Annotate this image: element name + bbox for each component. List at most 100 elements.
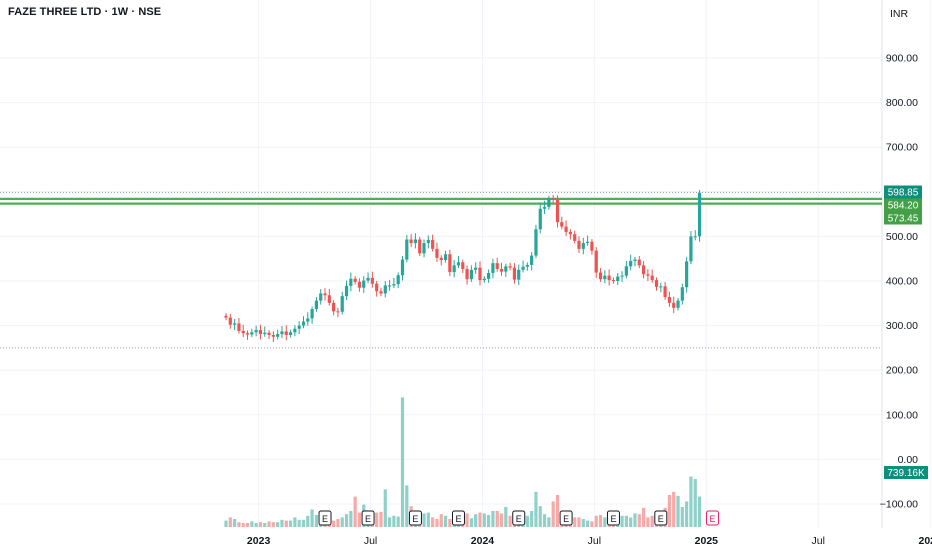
price-axis[interactable]: 900.00800.00700.00600.00500.00400.00300.… — [880, 53, 918, 511]
price-tick-label: −100.00 — [880, 499, 918, 511]
volume-bar — [349, 511, 353, 527]
candle-body — [465, 268, 469, 280]
candle-body — [598, 272, 603, 280]
volume-bar — [314, 515, 319, 527]
volume-bar — [555, 495, 560, 527]
time-tick-label: Jul — [588, 535, 601, 547]
candle-body — [224, 315, 228, 318]
candle-body — [534, 229, 538, 256]
earnings-marker — [361, 510, 375, 526]
candle-body — [590, 241, 594, 251]
candle-body — [633, 259, 637, 261]
candle-body — [676, 300, 680, 308]
time-axis[interactable]: 2023 Jul 2024 Jul 2025 Jul 2026 — [247, 535, 932, 547]
candle-body — [564, 226, 568, 232]
time-tick-label: 2023 — [247, 535, 271, 547]
price-tags: 598.85 584.20 573.45 739.16K — [884, 185, 928, 479]
volume-bar — [530, 511, 534, 527]
volume-bar — [224, 520, 228, 527]
volume-bar — [241, 523, 245, 527]
volume-bar — [538, 506, 542, 527]
candle-body — [487, 272, 491, 279]
volume-bar — [577, 517, 581, 527]
candle-body — [680, 287, 684, 301]
candle-body — [405, 239, 409, 260]
volume-bar — [491, 511, 495, 527]
candle-body — [245, 333, 250, 335]
candle-body — [499, 268, 504, 272]
price-tag — [884, 185, 922, 199]
volume-bar — [340, 517, 344, 527]
earnings-marker — [512, 510, 526, 526]
candle-body — [297, 325, 301, 329]
candle-body — [650, 275, 654, 281]
candle-body — [375, 283, 379, 292]
price-tick-label: 100.00 — [886, 409, 918, 421]
candle-body — [233, 323, 237, 325]
volume-bar — [297, 519, 301, 527]
volume-bar — [465, 513, 469, 527]
candle-body — [422, 243, 426, 254]
candle-body — [301, 321, 306, 326]
volume-bar — [228, 517, 232, 527]
candle-body — [310, 309, 314, 319]
candle-body — [659, 286, 663, 288]
volume-bar — [487, 515, 491, 527]
volume-tag-label: 739.16K — [887, 468, 925, 479]
volume-bar — [474, 514, 478, 527]
candle-body — [538, 208, 542, 230]
volume-bar — [697, 496, 702, 527]
volume-bar — [301, 519, 306, 527]
candle-body — [603, 275, 607, 280]
volume-bar — [332, 520, 336, 527]
volume-bar — [288, 520, 293, 527]
earnings-marker — [559, 510, 573, 526]
candle-body — [594, 250, 598, 273]
candle-body — [400, 259, 405, 276]
candle-body — [517, 269, 521, 280]
volume-bar — [267, 521, 271, 527]
price-tag-label: 584.20 — [888, 201, 919, 212]
volume-bar — [499, 513, 504, 527]
volume-bar — [551, 501, 555, 527]
price-tag — [884, 198, 922, 212]
candle-body — [654, 280, 659, 287]
volume-bar — [478, 512, 482, 527]
candle-body — [521, 266, 525, 270]
currency-label[interactable]: INR — [890, 8, 909, 20]
candle-body — [456, 262, 461, 266]
volume-bar — [344, 514, 349, 527]
candle-body — [547, 198, 551, 207]
candle-body — [314, 300, 319, 310]
candle-body — [276, 334, 280, 337]
volume-bar — [435, 519, 439, 527]
candle-body — [551, 198, 555, 200]
volume-bar — [276, 522, 280, 527]
earnings-label: E — [610, 514, 616, 524]
candle-body — [624, 266, 628, 276]
volume-bar — [284, 520, 288, 527]
volume-bar — [293, 517, 297, 527]
volume-bar — [573, 517, 577, 527]
volume-bar — [400, 397, 405, 527]
candle-body — [474, 267, 478, 270]
candle-body — [340, 296, 344, 312]
candle-body — [646, 274, 650, 276]
volume-bar — [357, 512, 362, 527]
volume-bar — [629, 517, 633, 527]
volume-bar — [426, 512, 430, 527]
volume-bar — [263, 523, 267, 527]
candle-body — [344, 285, 349, 297]
candle-body — [396, 275, 400, 285]
candle-body — [383, 285, 387, 294]
candle-body — [491, 263, 495, 273]
candle-body — [271, 334, 275, 337]
symbol-title[interactable]: FAZE THREE LTD · 1W · NSE — [8, 6, 162, 18]
volume-bar — [547, 517, 551, 527]
volume-bar — [443, 515, 448, 527]
volume-tag — [884, 466, 928, 479]
time-tick-label: 2024 — [471, 535, 495, 547]
earnings-label: E — [658, 514, 664, 524]
